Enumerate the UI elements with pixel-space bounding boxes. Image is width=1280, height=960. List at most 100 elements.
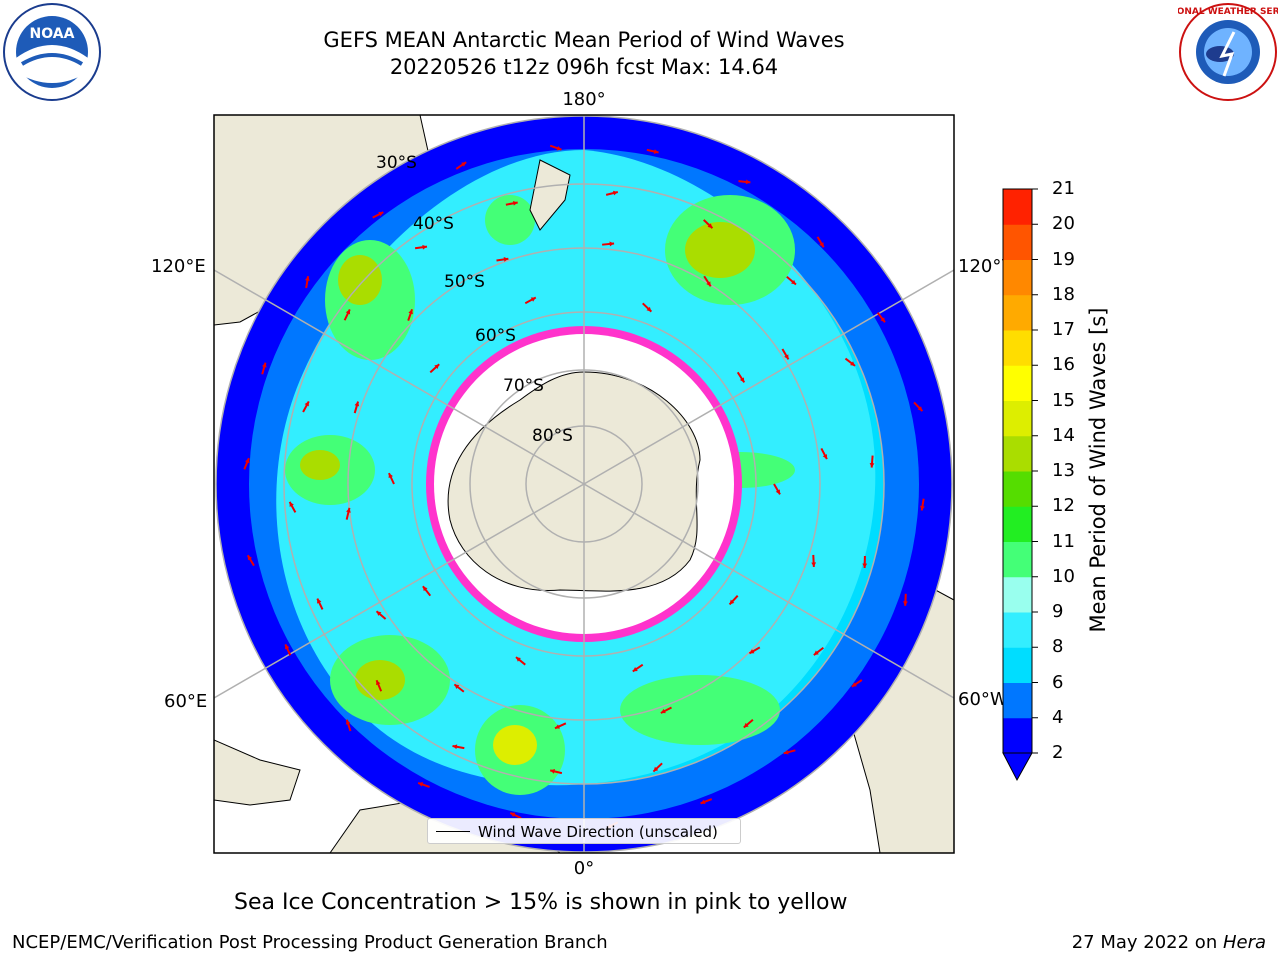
legend-line-sample [436,831,470,832]
wave-direction-arrowhead [376,611,382,616]
wave-direction-arrowhead [289,501,294,507]
chart-subtitle: 20220526 t12z 096h fcst Max: 14.64 [389,55,779,79]
lat-label-30s: 30°S [376,153,417,173]
wave-direction-arrowhead [612,190,618,196]
colorbar-bin [1003,506,1032,542]
colorbar-tick-label: 8 [1052,636,1064,658]
nws-logo-text: NATIONAL WEATHER SERVICE [1178,7,1278,17]
colorbar-bin [1003,330,1032,366]
colorbar-bin [1003,612,1032,648]
colorbar-tick-label: 16 [1052,354,1075,376]
colorbar-tick-label: 20 [1052,213,1075,235]
footer-date-text: 27 May 2022 on [1071,932,1223,953]
wave-direction-arrowhead [707,223,713,229]
wave-direction-arrowhead [903,601,908,606]
wave-direction-arrowhead [791,279,796,285]
wave-direction-arrowhead [784,354,789,360]
wave-direction-arrowhead [632,666,638,672]
lon-label-0: 0° [574,858,594,879]
colorbar-tick-label: 6 [1052,671,1064,693]
wave-direction-arrowhead [422,244,427,250]
wave-direction-arrowhead [783,749,789,755]
colorbar-tick-label: 17 [1052,319,1075,340]
wave-direction-arrowhead [354,401,360,407]
wave-direction-arrowhead [706,281,711,287]
wave-direction-arrowhead [869,462,875,468]
wave-direction-arrowhead [512,200,518,206]
colorbar-tick-label: 12 [1052,495,1075,517]
wave-direction-arrowhead [510,812,516,818]
wave-direction-arrowhead [920,505,925,511]
colorbar-bin [1003,471,1032,507]
colorbar-tick-label: 21 [1052,178,1075,199]
colorbar-label: Mean Period of Wind Waves [s] [1086,307,1110,633]
colorbar-tick-label: 13 [1052,460,1075,481]
wave-direction-arrowhead [653,149,659,154]
graticule [214,115,954,853]
wave-direction-arrowhead [660,708,666,714]
wave-direction-arrowhead [917,406,923,412]
wave-direction-arrowhead [554,724,560,729]
map-area [214,115,954,853]
wave-direction-arrowhead [556,145,562,151]
wave-direction-arrowhead [345,309,351,315]
wave-direction-arrowhead [646,306,652,312]
wave-direction-arrowhead [822,454,827,460]
colorbar-bin [1003,541,1032,578]
colorbar-bin [1003,682,1032,719]
wave-direction-arrowhead [422,586,428,592]
wave-direction-arrowhead [378,212,384,217]
colorbar-tick-label: 11 [1052,530,1075,552]
lon-label-60e: 60°E [164,691,207,712]
wave-direction-arrowhead [700,799,706,805]
wave-direction-arrowhead [609,241,615,247]
colorbar-bin [1003,576,1032,613]
wave-direction-arrowhead [247,555,253,561]
colorbar-tick-label: 9 [1052,601,1064,622]
lon-label-180: 180° [562,89,605,110]
colorbar-tick-label: 18 [1052,283,1075,305]
wave-direction-arrowhead [880,317,885,323]
footer-credit: NCEP/EMC/Verification Post Processing Pr… [12,932,608,953]
colorbar-bin [1003,717,1032,754]
chart-title: GEFS MEAN Antarctic Mean Period of Wind … [323,28,845,52]
wave-direction-arrowhead [452,744,458,750]
wave-direction-arrowhead [515,657,521,662]
colorbar-bin [1003,259,1032,296]
wave-direction-arrowhead [388,473,393,479]
wave-direction-arrowhead [376,680,381,686]
wave-direction-arrowhead [317,598,322,604]
wave-direction-arrowhead [305,276,310,281]
wave-direction-arrowhead [749,649,755,654]
wave-direction-arrowhead [653,766,659,772]
wave-direction-arrowhead [811,562,817,567]
wave-direction-arrowhead [819,242,824,248]
colorbar-tick-label: 19 [1052,248,1075,270]
wave-direction-arrowhead [304,401,309,407]
wave-direction-arrowhead [434,364,440,370]
lat-label-50s: 50°S [444,272,485,292]
wave-direction-arrowhead [461,162,467,167]
wave-direction-arrowhead [729,599,735,605]
colorbar-tick-label: 10 [1052,565,1075,587]
wave-direction-arrowhead [454,684,460,689]
colorbar-bin [1003,294,1032,331]
wave-direction-arrowhead [503,257,509,262]
legend-label: Wind Wave Direction (unscaled) [478,823,718,841]
colorbar-bin [1003,647,1032,683]
colorbar-bin [1003,224,1032,260]
footer-date: 27 May 2022 on Hera [1072,931,1266,955]
wave-direction-arrowhead [346,507,351,513]
noaa-logo-text: NOAA [30,26,75,42]
footer-machine: Hera [1222,932,1266,953]
wave-direction-arrowhead [284,644,290,650]
colorbar-bin [1003,365,1032,401]
map-frame [213,114,955,854]
sea-ice-caption: Sea Ice Concentration > 15% is shown in … [234,890,848,915]
wave-direction-arrowhead [850,361,856,366]
lat-label-80s: 80°S [532,426,573,446]
colorbar-bin [1003,189,1032,225]
colorbar-tick-label: 4 [1052,706,1064,728]
nws-logo: NATIONAL WEATHER SERVICE [1178,3,1278,101]
